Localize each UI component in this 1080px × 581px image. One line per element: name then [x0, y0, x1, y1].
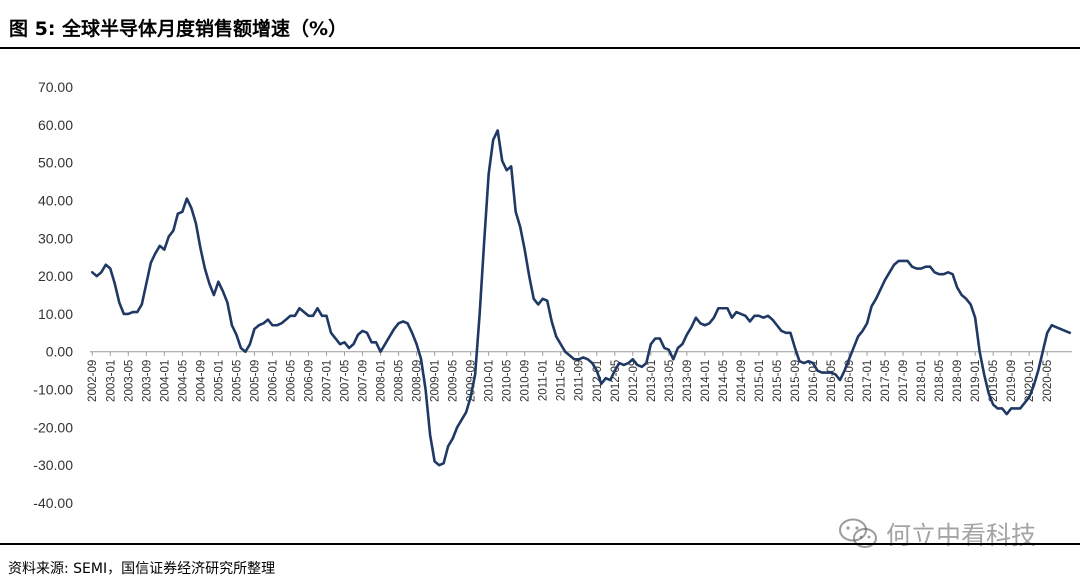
- x-tick-label: 2003-09: [141, 360, 153, 402]
- y-tick-label: 20.00: [38, 268, 73, 284]
- x-tick-label: 2018-09: [952, 360, 964, 402]
- top-rule: [0, 47, 1080, 49]
- bottom-rule: [0, 543, 1080, 545]
- x-tick-label: 2005-09: [249, 360, 261, 402]
- x-tick-label: 2016-09: [844, 360, 856, 402]
- y-tick-label: -30.00: [33, 457, 73, 473]
- y-tick-label: 70.00: [38, 79, 73, 95]
- x-tick-label: 2006-05: [285, 360, 297, 402]
- line-chart: 70.00 60.00 50.00 40.00 30.00 20.00 10.00 0.00 -…: [33, 79, 1072, 511]
- x-tick-label: 2015-01: [754, 360, 766, 402]
- y-tick-label: -40.00: [33, 495, 73, 511]
- x-tick-label: 2007-09: [358, 360, 370, 402]
- x-tick-label: 2003-05: [123, 360, 135, 402]
- x-tick-label: 2005-01: [213, 360, 225, 402]
- x-tick-label: 2007-01: [321, 360, 333, 402]
- x-tick-label: 2018-01: [916, 360, 928, 402]
- series-layer: [90, 129, 1072, 467]
- x-tick-label: 2010-05: [502, 360, 514, 402]
- x-tick-label: 2013-09: [682, 360, 694, 402]
- x-tick-label: 2012-05: [610, 360, 622, 402]
- x-tick-label: 2013-05: [664, 360, 676, 402]
- series-line: [90, 129, 1072, 467]
- y-tick-label: -10.00: [33, 382, 73, 398]
- chart-title: 图 5: 全球半导体月度销售额增速（%）: [9, 18, 348, 40]
- x-tick-label: 2008-05: [394, 360, 406, 402]
- source-note: 资料来源: SEMI，国信证券经济研究所整理: [8, 561, 276, 577]
- y-tick-label: 50.00: [38, 155, 73, 171]
- x-tick-label: 2019-09: [1006, 360, 1018, 402]
- x-tick-label: 2012-09: [628, 360, 640, 402]
- x-tick-label: 2010-01: [484, 360, 496, 402]
- x-tick-label: 2017-09: [898, 360, 910, 402]
- y-tick-label: -20.00: [33, 419, 73, 435]
- x-tick-label: 2015-05: [772, 360, 784, 402]
- wechat-icon: [839, 518, 877, 548]
- x-tick-label: 2006-09: [303, 360, 315, 402]
- x-tick-label: 2010-09: [520, 360, 532, 402]
- x-tick-label: 2014-09: [736, 360, 748, 402]
- x-tick-label: 2019-01: [970, 360, 982, 402]
- x-tick-label: 2011-01: [538, 360, 550, 401]
- x-tick-label: 2009-01: [430, 360, 442, 402]
- watermark-text: 何立中看科技: [886, 521, 1037, 550]
- y-axis: 70.00 60.00 50.00 40.00 30.00 20.00 10.00 0.00 -…: [33, 79, 73, 511]
- x-tick-label: 2012-01: [592, 360, 604, 402]
- x-tick-label: 2018-05: [934, 360, 946, 402]
- x-tick-label: 2017-01: [862, 360, 874, 402]
- x-tick-label: 2008-01: [376, 360, 388, 402]
- x-tick-label: 2014-01: [700, 360, 712, 402]
- y-tick-label: 60.00: [38, 117, 73, 133]
- x-tick-label: 2007-05: [340, 360, 352, 402]
- watermark: 何立中看科技: [838, 516, 1036, 552]
- x-tick-label: 2004-09: [195, 360, 207, 402]
- x-tick-label: 2011-09: [574, 360, 586, 401]
- x-tick-label: 2017-05: [880, 360, 892, 402]
- x-tick-label: 2003-01: [105, 360, 117, 402]
- y-tick-label: 40.00: [38, 192, 73, 208]
- x-tick-label: 2014-05: [718, 360, 730, 402]
- x-tick-label: 2004-05: [177, 360, 189, 402]
- x-tick-label: 2020-01: [1024, 360, 1036, 402]
- x-tick-label: 2005-05: [231, 360, 243, 402]
- x-tick-label: 2013-01: [646, 360, 658, 402]
- y-tick-label: 0.00: [46, 344, 73, 360]
- x-axis: 2002-09 2003-01 2003-05 2003-09 2004-01 2004-…: [87, 351, 1072, 402]
- x-tick-label: 2016-05: [826, 360, 838, 402]
- x-tick-label: 2004-01: [159, 360, 171, 402]
- x-tick-label: 2006-01: [267, 360, 279, 402]
- y-tick-label: 10.00: [38, 306, 73, 322]
- x-tick-label: 2002-09: [87, 360, 99, 402]
- y-tick-label: 30.00: [38, 230, 73, 246]
- x-tick-label: 2020-05: [1042, 360, 1054, 402]
- x-tick-label: 2019-05: [988, 360, 1000, 402]
- x-tick-label: 2015-09: [790, 360, 802, 402]
- x-tick-label: 2008-09: [412, 360, 424, 402]
- x-tick-label: 2011-05: [556, 360, 568, 401]
- title-bar: 图 5: 全球半导体月度销售额增速（%）: [0, 0, 1080, 48]
- x-tick-label: 2009-05: [448, 360, 460, 402]
